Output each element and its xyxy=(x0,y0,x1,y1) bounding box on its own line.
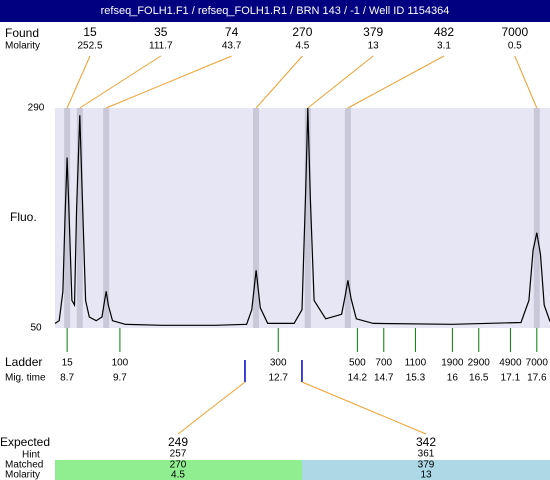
ladder-label: Ladder xyxy=(5,355,42,369)
found-size: 7000 xyxy=(501,25,528,39)
found-molarity: 4.5 xyxy=(295,41,309,52)
ladder-time: 8.7 xyxy=(60,373,74,384)
found-size: 35 xyxy=(154,25,168,39)
found-connector xyxy=(79,55,162,109)
matched-bg-left xyxy=(55,460,302,480)
ladder-size: 500 xyxy=(349,358,366,369)
molarity-label: Molarity xyxy=(5,41,40,52)
ladder-time: 14.2 xyxy=(348,373,368,384)
found-size: 379 xyxy=(363,25,383,39)
expected-matched: 270 xyxy=(170,460,187,471)
found-size: 74 xyxy=(225,25,239,39)
expected-size: 249 xyxy=(168,435,188,449)
found-band xyxy=(344,108,351,328)
found-connector xyxy=(514,55,538,109)
ladder-time: 12.7 xyxy=(268,373,288,384)
found-connector xyxy=(66,55,91,109)
ladder-size: 7000 xyxy=(526,358,549,369)
title-bar xyxy=(0,0,550,22)
ladder-size: 300 xyxy=(270,358,287,369)
found-band xyxy=(76,108,83,328)
expected-molarity: 4.5 xyxy=(171,470,185,480)
found-size: 15 xyxy=(83,25,97,39)
expected-connector xyxy=(301,381,427,435)
found-size: 270 xyxy=(292,25,312,39)
title: refseq_FOLH1.F1 / refseq_FOLH1.R1 / BRN … xyxy=(101,5,450,17)
found-connector xyxy=(255,55,303,109)
expected-molarity: 13 xyxy=(420,470,432,480)
matched-label: Matched xyxy=(5,460,43,471)
expected-connector xyxy=(177,381,246,435)
ladder-time: 15.3 xyxy=(406,373,426,384)
ladder-time: 17.6 xyxy=(527,373,547,384)
ladder-time: 14.7 xyxy=(374,373,394,384)
ladder-time: 9.7 xyxy=(113,373,127,384)
found-band xyxy=(304,108,311,328)
found-band xyxy=(533,108,540,328)
ladder-size: 700 xyxy=(375,358,392,369)
found-band xyxy=(253,108,260,328)
fluo-label: Fluo. xyxy=(10,210,37,224)
y-tick-label: 290 xyxy=(28,103,45,114)
expected-size: 342 xyxy=(416,435,436,449)
trace xyxy=(54,107,550,326)
found-label: Found xyxy=(5,26,39,40)
expected-hint: 361 xyxy=(418,449,435,460)
found-connector xyxy=(105,55,232,109)
y-tick-label: 50 xyxy=(30,323,42,334)
found-band xyxy=(103,108,110,328)
ladder-size: 2900 xyxy=(468,358,491,369)
matched-bg-right xyxy=(302,460,550,480)
found-molarity: 252.5 xyxy=(77,41,102,52)
found-connector xyxy=(307,55,374,109)
expected-matched: 379 xyxy=(418,460,435,471)
found-molarity: 3.1 xyxy=(437,41,451,52)
ladder-size: 1100 xyxy=(405,358,427,369)
expected-label: Expected xyxy=(0,435,50,449)
ladder-size: 100 xyxy=(112,358,129,369)
found-molarity: 43.7 xyxy=(222,41,242,52)
found-molarity: 111.7 xyxy=(149,41,173,52)
mig-time-label: Mig. time xyxy=(5,373,46,384)
found-size: 482 xyxy=(434,25,454,39)
ladder-time: 16 xyxy=(447,373,459,384)
ladder-size: 15 xyxy=(62,358,74,369)
ladder-size: 1900 xyxy=(441,358,464,369)
found-molarity: 13 xyxy=(368,41,380,52)
found-molarity: 0.5 xyxy=(508,41,522,52)
hint-label: Hint xyxy=(22,450,40,461)
ladder-size: 4900 xyxy=(499,358,522,369)
expected-hint: 257 xyxy=(170,449,187,460)
found-band xyxy=(64,108,71,328)
ladder-time: 17.1 xyxy=(501,373,521,384)
ladder-time: 16.5 xyxy=(469,373,489,384)
matched-molarity-label: Molarity xyxy=(5,470,40,480)
found-connector xyxy=(347,55,445,109)
